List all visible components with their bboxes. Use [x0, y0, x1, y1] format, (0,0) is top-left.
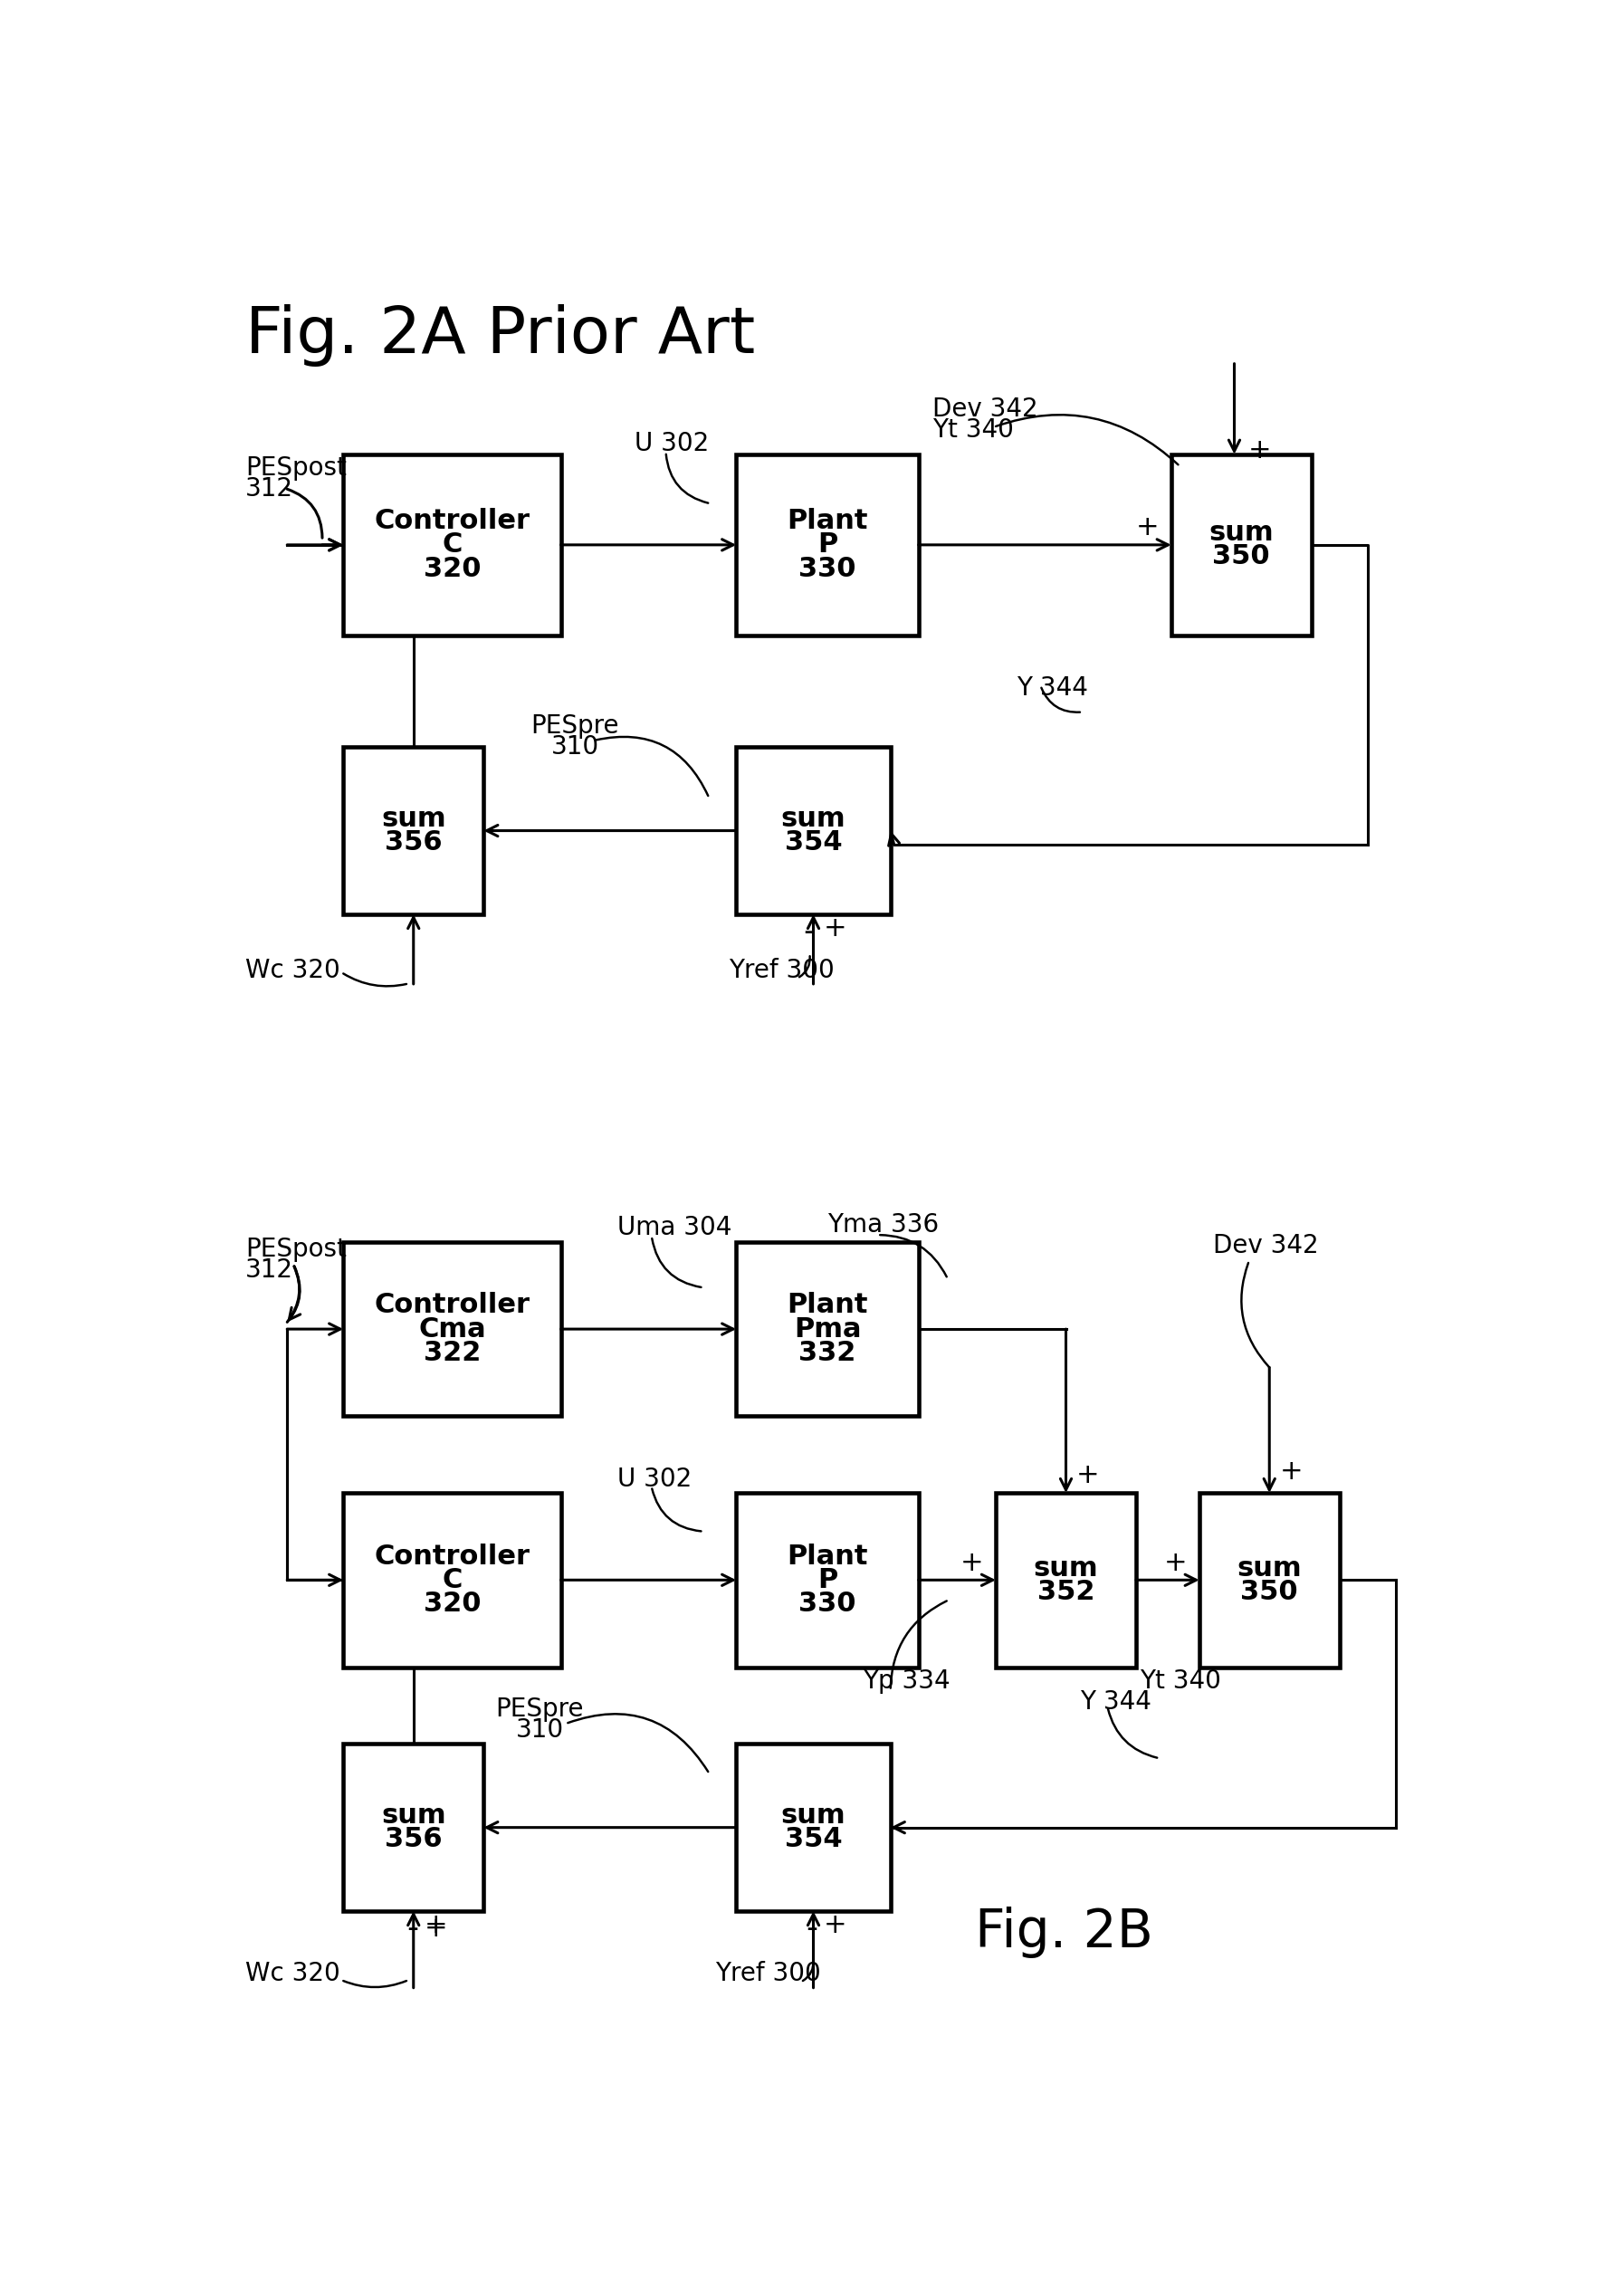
Text: Dev 342: Dev 342	[932, 396, 1038, 421]
Text: PESpost: PESpost	[245, 455, 346, 480]
Text: Yp 334: Yp 334	[862, 1668, 950, 1695]
Text: 320: 320	[424, 555, 481, 582]
Text: sum: sum	[781, 805, 846, 833]
Text: U 302: U 302	[617, 1467, 692, 1492]
Text: 320: 320	[424, 1590, 481, 1618]
Text: 350: 350	[1241, 1579, 1298, 1606]
Text: 350: 350	[1213, 544, 1270, 569]
Text: 322: 322	[424, 1340, 481, 1365]
Bar	[343, 746, 484, 915]
Text: Yt 340: Yt 340	[1140, 1668, 1221, 1695]
Text: 312: 312	[245, 475, 292, 503]
Text: PESpost: PESpost	[245, 1235, 346, 1263]
Text: -: -	[406, 1913, 419, 1943]
Text: PESpre: PESpre	[495, 1697, 585, 1722]
Text: +: +	[1164, 1549, 1187, 1577]
Text: Y 344: Y 344	[1017, 676, 1088, 701]
Text: Controller: Controller	[374, 1542, 529, 1570]
Text: -: -	[802, 917, 815, 946]
Text: Y 344: Y 344	[1080, 1690, 1151, 1715]
Bar	[343, 1242, 560, 1417]
Text: sum: sum	[382, 1802, 447, 1829]
Text: Controller: Controller	[374, 1292, 529, 1319]
Text: C: C	[442, 1567, 463, 1592]
Text: 310: 310	[516, 1718, 564, 1743]
Text: 354: 354	[784, 1827, 843, 1852]
Text: Yt 340: Yt 340	[932, 416, 1013, 444]
Text: Uma 304: Uma 304	[617, 1215, 731, 1240]
Bar	[736, 1492, 919, 1668]
Text: PESpre: PESpre	[531, 714, 619, 739]
Text: +: +	[1077, 1463, 1099, 1488]
Text: Plant: Plant	[788, 507, 867, 535]
Bar	[1171, 455, 1312, 635]
Text: Controller: Controller	[374, 507, 529, 535]
Text: Yref 300: Yref 300	[715, 1961, 820, 1986]
Text: +: +	[424, 1911, 447, 1938]
Text: C: C	[442, 532, 463, 557]
Text: Wc 320: Wc 320	[245, 1961, 339, 1986]
Text: Pma: Pma	[794, 1315, 861, 1342]
Text: 356: 356	[385, 1827, 442, 1852]
Text: P: P	[817, 532, 838, 557]
Bar	[736, 1242, 919, 1417]
Text: P: P	[817, 1567, 838, 1592]
Text: Yma 336: Yma 336	[827, 1213, 939, 1238]
Text: 332: 332	[799, 1340, 856, 1365]
Bar	[736, 746, 890, 915]
Text: Wc 320: Wc 320	[245, 958, 339, 983]
Text: 356: 356	[385, 830, 442, 855]
Text: 354: 354	[784, 830, 843, 855]
Text: +: +	[961, 1549, 984, 1577]
Text: +: +	[1249, 437, 1272, 464]
Text: sum: sum	[781, 1802, 846, 1829]
Bar	[343, 455, 560, 635]
Text: Fig. 2A Prior Art: Fig. 2A Prior Art	[245, 305, 755, 366]
Text: +: +	[424, 1916, 447, 1941]
Text: 330: 330	[799, 555, 856, 582]
Text: Plant: Plant	[788, 1292, 867, 1319]
Text: +: +	[1137, 514, 1160, 541]
Bar	[736, 1745, 890, 1911]
Bar	[1199, 1492, 1340, 1668]
Text: +: +	[823, 1911, 848, 1938]
Text: +: +	[1280, 1458, 1302, 1486]
Text: Yref 300: Yref 300	[729, 958, 835, 983]
Bar	[343, 1492, 560, 1668]
Text: sum: sum	[1208, 521, 1273, 546]
Text: +: +	[823, 915, 848, 942]
Text: 310: 310	[551, 735, 599, 760]
Bar	[343, 1745, 484, 1911]
Text: Plant: Plant	[788, 1542, 867, 1570]
Text: Cma: Cma	[419, 1315, 486, 1342]
Text: Dev 342: Dev 342	[1213, 1233, 1319, 1258]
Text: 330: 330	[799, 1590, 856, 1618]
Bar	[996, 1492, 1137, 1668]
Text: sum: sum	[1033, 1556, 1098, 1581]
Text: sum: sum	[382, 805, 447, 833]
Text: 352: 352	[1038, 1579, 1095, 1606]
Text: 312: 312	[245, 1258, 292, 1283]
Text: Fig. 2B: Fig. 2B	[974, 1906, 1153, 1959]
Text: U 302: U 302	[635, 430, 710, 457]
Text: sum: sum	[1237, 1556, 1302, 1581]
Text: -: -	[807, 1913, 818, 1943]
Bar	[736, 455, 919, 635]
